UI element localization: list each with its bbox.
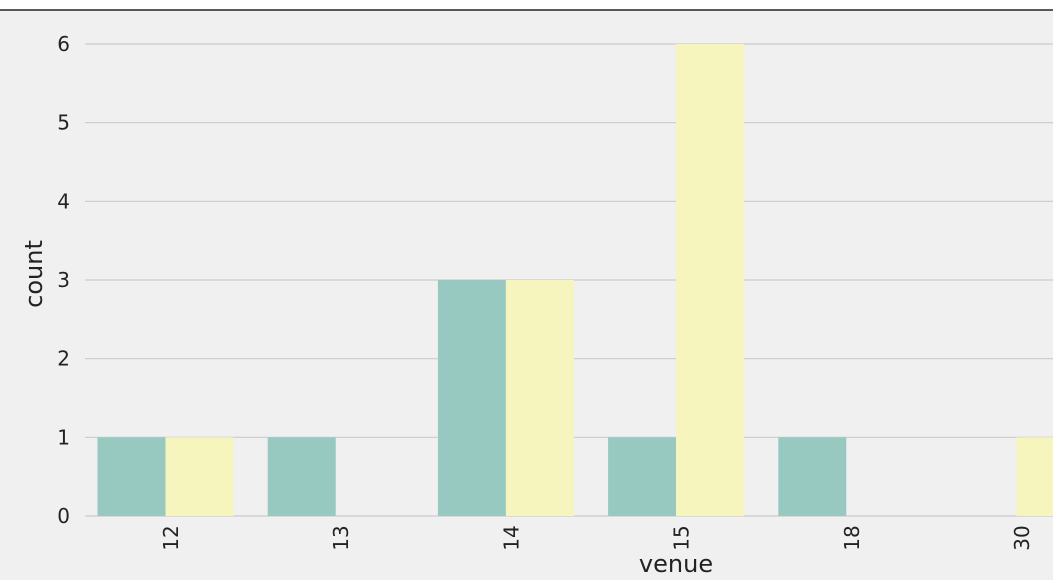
bar — [608, 437, 677, 516]
x-tick-label: 12 — [159, 525, 183, 550]
x-tick-label: 13 — [329, 525, 353, 550]
bars — [97, 44, 1053, 516]
y-tick-labels: 0 1 2 3 4 5 6 — [57, 32, 70, 528]
y-axis-label: count — [20, 240, 48, 308]
bar — [778, 437, 847, 516]
x-tick-label: 14 — [499, 525, 523, 550]
bar — [97, 437, 166, 516]
x-tick-label: 18 — [840, 525, 864, 550]
y-tick-label: 6 — [57, 32, 70, 56]
y-tick-label: 4 — [57, 189, 70, 213]
bar — [676, 44, 745, 516]
bar — [267, 437, 336, 516]
x-axis-label: venue — [639, 550, 713, 578]
y-tick-label: 5 — [57, 111, 70, 135]
x-tick-label: 15 — [670, 525, 694, 550]
y-tick-label: 2 — [57, 347, 70, 371]
bar — [505, 280, 574, 516]
bar — [437, 280, 506, 516]
bar — [1016, 437, 1053, 516]
x-tick-label: 30 — [1010, 525, 1034, 550]
y-tick-label: 3 — [57, 268, 70, 292]
y-tick-label: 0 — [57, 504, 70, 528]
bar — [165, 437, 234, 516]
y-tick-label: 1 — [57, 425, 70, 449]
x-tick-labels: 12 13 14 15 18 30 — [159, 525, 1034, 550]
